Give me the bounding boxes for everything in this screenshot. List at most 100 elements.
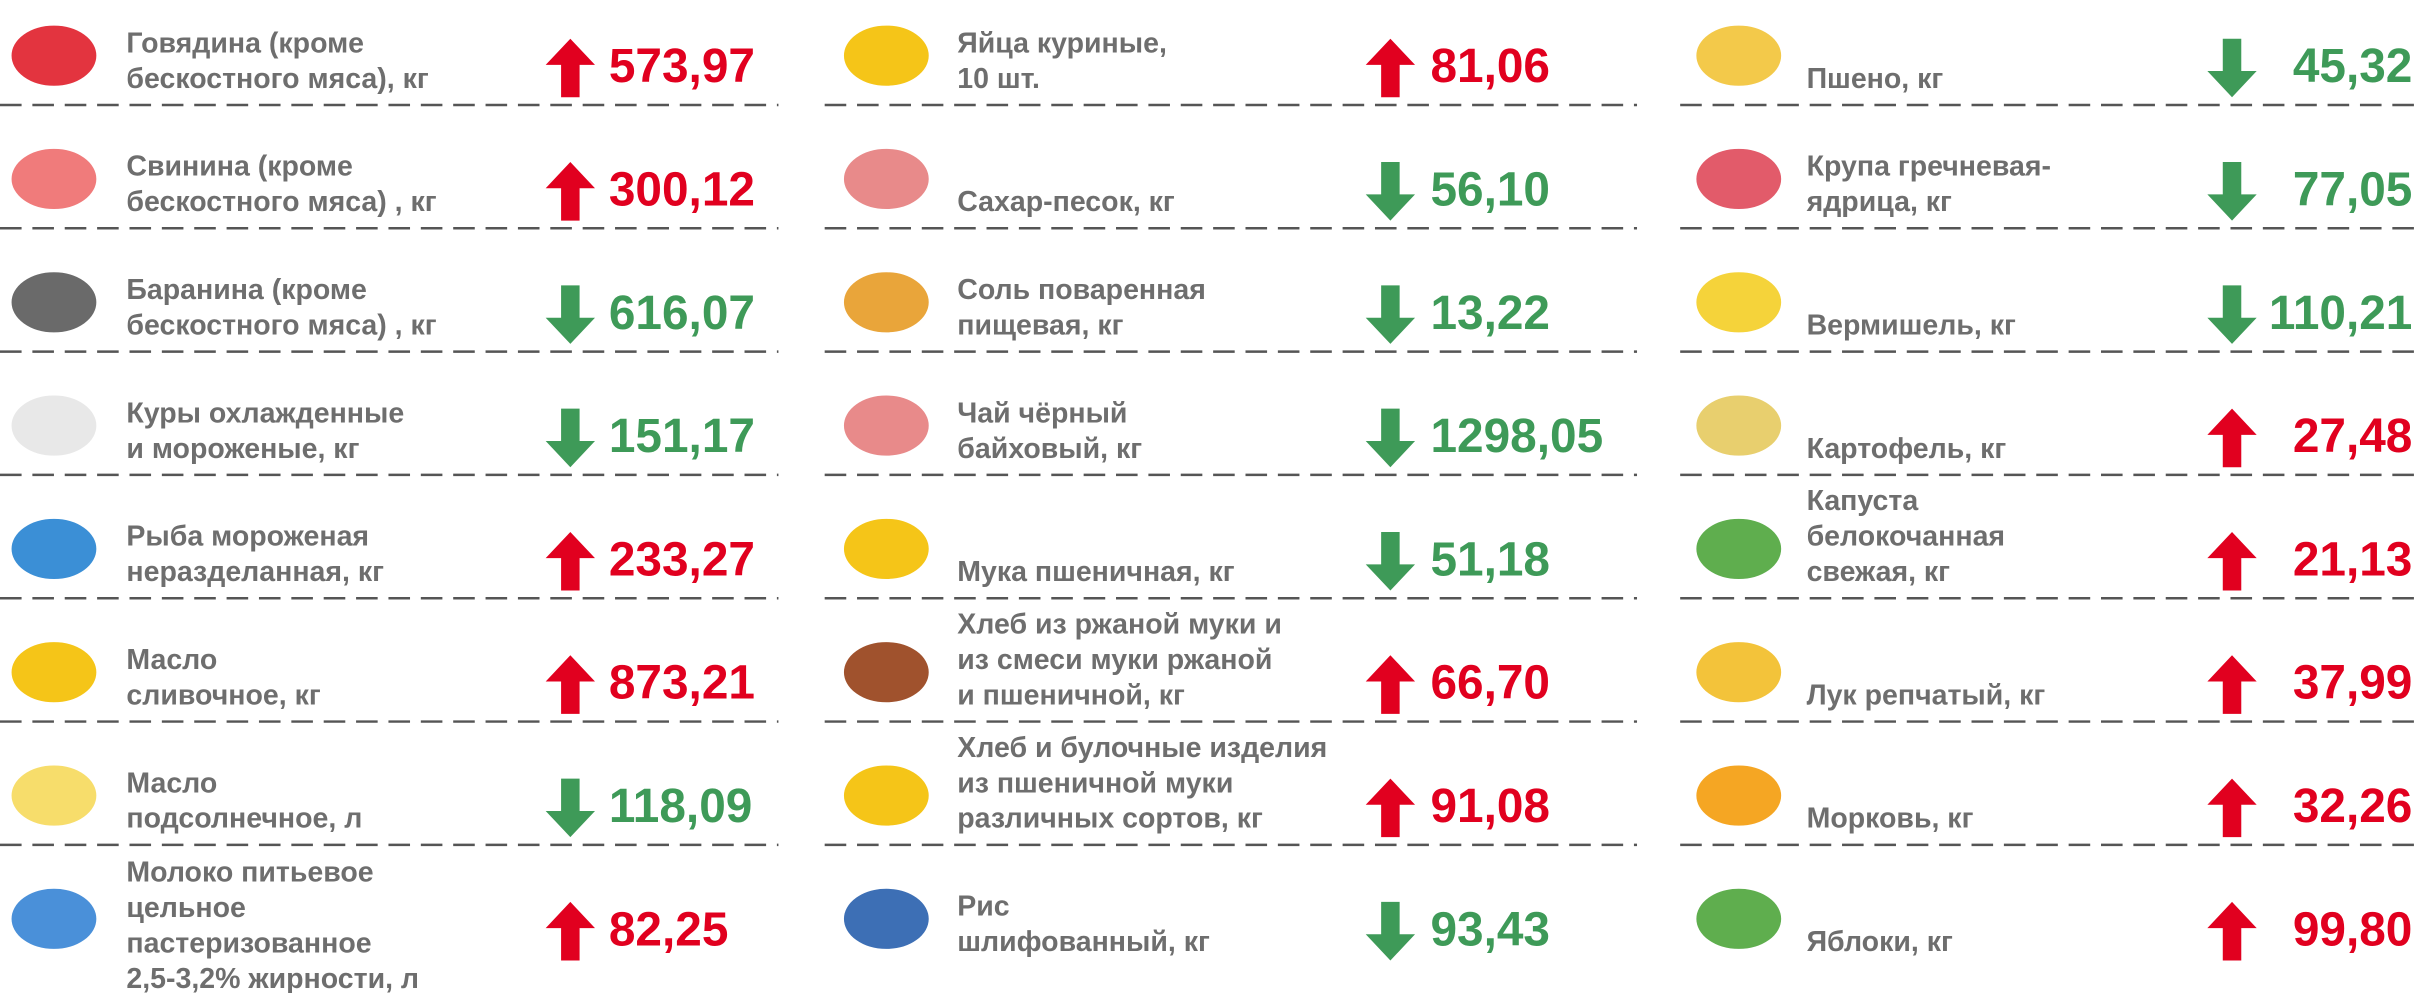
- item-label: Говядина (кроме: [126, 27, 364, 59]
- item-label: Масло: [126, 644, 217, 676]
- icon: [842, 270, 931, 334]
- arrow-down: [1365, 531, 1416, 591]
- icon: [842, 517, 931, 581]
- arrow-down: [2207, 38, 2257, 98]
- item-label: неразделанная, кг: [126, 556, 384, 588]
- arrow-up: [1365, 655, 1416, 714]
- icon: [1694, 640, 1783, 704]
- item-label: пастеризованное: [126, 928, 371, 960]
- item-label: цельное: [126, 892, 245, 924]
- icon: [842, 763, 931, 828]
- item-label: ядрица, кг: [1806, 186, 1952, 218]
- price-value: 873,21: [609, 657, 755, 710]
- item-label: Масло: [126, 767, 217, 799]
- price-value: 110,21: [2269, 287, 2412, 340]
- item-label: бескостного мяса) , кг: [126, 309, 436, 341]
- arrow-down: [1365, 408, 1416, 468]
- icon: [1694, 517, 1783, 581]
- item-label: бескостного мяса) , кг: [126, 186, 436, 218]
- icon: [842, 147, 931, 211]
- icon: [10, 887, 98, 951]
- item-label: Хлеб и булочные изделия: [957, 732, 1327, 764]
- item-label: бескостного мяса), кг: [126, 63, 428, 95]
- icon: [1694, 147, 1783, 211]
- item-label: и мороженые, кг: [126, 433, 359, 465]
- price-value: 81,06: [1430, 40, 1550, 93]
- icon: [1694, 270, 1783, 334]
- item-label: Яйца куриные,: [957, 27, 1167, 59]
- arrow-down: [545, 778, 596, 838]
- arrow-down: [2207, 162, 2257, 221]
- item-label: белокочанная: [1807, 521, 2005, 553]
- icon: [10, 270, 98, 334]
- arrow-up: [545, 655, 596, 714]
- item-label: Молоко питьевое: [126, 857, 373, 889]
- icon: [10, 24, 98, 88]
- item-label: и пшеничной, кг: [957, 679, 1185, 711]
- arrow-up: [2207, 901, 2257, 961]
- item-label: Соль поваренная: [957, 274, 1206, 306]
- price-value: 82,25: [609, 903, 729, 956]
- item-label: Рис: [957, 891, 1010, 923]
- item-label: Куры охлажденные: [126, 397, 404, 429]
- item-label: 10 шт.: [957, 63, 1040, 95]
- item-label: из смеси муки ржаной: [957, 644, 1272, 676]
- item-label: Чай чёрный: [957, 397, 1127, 429]
- price-value: 300,12: [609, 163, 755, 216]
- arrow-up: [2207, 778, 2257, 838]
- icon: [1694, 393, 1783, 458]
- price-value: 66,70: [1430, 657, 1550, 710]
- item-label: байховый, кг: [957, 433, 1142, 465]
- item-label: Капуста: [1807, 485, 1920, 517]
- item-label: Лук репчатый, кг: [1807, 679, 2046, 711]
- icon: [1694, 24, 1783, 88]
- icon: [10, 393, 98, 458]
- item-label: из пшеничной муки: [957, 767, 1233, 799]
- arrow-up: [1365, 778, 1416, 838]
- item-label: пищевая, кг: [957, 309, 1123, 341]
- icon: [10, 147, 98, 211]
- arrow-up: [545, 38, 596, 98]
- icon: [1694, 887, 1783, 951]
- arrow-up: [545, 162, 596, 221]
- item-label: Свинина (кроме: [126, 151, 352, 183]
- arrow-up: [2207, 655, 2257, 714]
- arrow-up: [545, 531, 596, 591]
- price-value: 51,18: [1430, 533, 1550, 586]
- price-value: 45,32: [2293, 40, 2413, 93]
- price-value: 151,17: [609, 410, 755, 463]
- item-label: Пшено, кг: [1807, 63, 1944, 95]
- price-value: 32,26: [2293, 780, 2413, 833]
- icon: [1694, 763, 1783, 828]
- item-label: Картофель, кг: [1807, 433, 2007, 465]
- item-label: свежая, кг: [1807, 556, 1951, 588]
- price-value: 616,07: [609, 287, 755, 340]
- icon: [10, 517, 98, 581]
- item-label: подсолнечное, л: [126, 803, 362, 835]
- item-label: Рыба мороженая: [126, 521, 369, 553]
- arrow-down: [545, 285, 596, 344]
- arrow-down: [1365, 901, 1416, 961]
- arrow-down: [1365, 162, 1416, 221]
- arrow-up: [1365, 38, 1416, 98]
- price-value: 1298,05: [1430, 410, 1603, 463]
- price-value: 118,09: [609, 780, 752, 833]
- arrow-up: [2207, 531, 2257, 591]
- item-label: Хлеб из ржаной муки и: [957, 609, 1282, 641]
- item-label: шлифованный, кг: [957, 926, 1210, 958]
- icon: [842, 887, 931, 951]
- price-value: 13,22: [1430, 287, 1550, 340]
- price-value: 233,27: [609, 533, 755, 586]
- price-value: 77,05: [2293, 163, 2413, 216]
- price-value: 573,97: [609, 40, 755, 93]
- price-value: 27,48: [2293, 410, 2413, 463]
- item-label: Сахар-песок, кг: [957, 186, 1175, 218]
- item-label: Мука пшеничная, кг: [957, 556, 1235, 588]
- item-label: различных сортов, кг: [957, 803, 1263, 835]
- item-label: Вермишель, кг: [1807, 309, 2016, 341]
- item-label: 2,5-3,2% жирности, л: [126, 963, 419, 993]
- price-value: 56,10: [1430, 163, 1550, 216]
- icon: [842, 24, 931, 88]
